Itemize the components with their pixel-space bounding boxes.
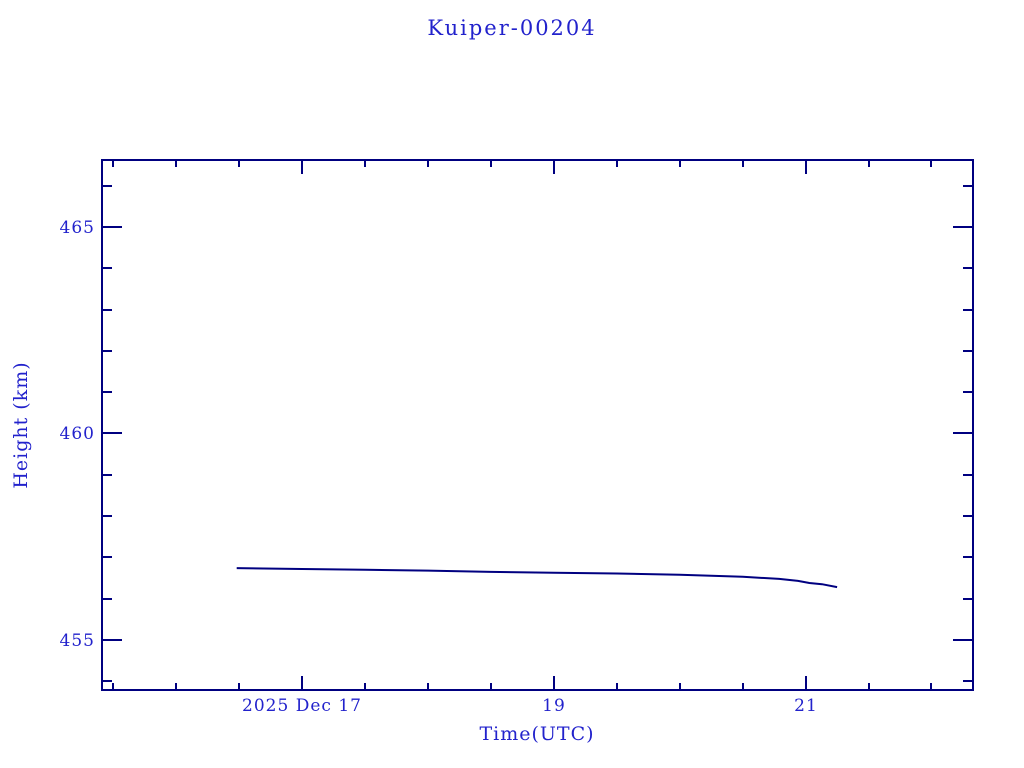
data-line-satellite-height <box>236 567 838 589</box>
x-tick-label: 19 <box>542 696 566 716</box>
plot-frame <box>101 159 974 691</box>
x-axis-label: Time(UTC) <box>479 723 594 745</box>
plot-elements: 2025 Dec 17 19 21 455 460 465 <box>60 159 974 716</box>
y-axis-label: Height (km) <box>10 361 32 488</box>
x-tick-label: 21 <box>794 696 818 716</box>
y-tick-label: 465 <box>60 218 95 238</box>
chart-title: Kuiper-00204 <box>427 16 597 40</box>
y-tick-label: 455 <box>60 631 95 651</box>
x-tick-label: 2025 Dec 17 <box>242 696 362 716</box>
y-tick-label: 460 <box>60 424 95 444</box>
